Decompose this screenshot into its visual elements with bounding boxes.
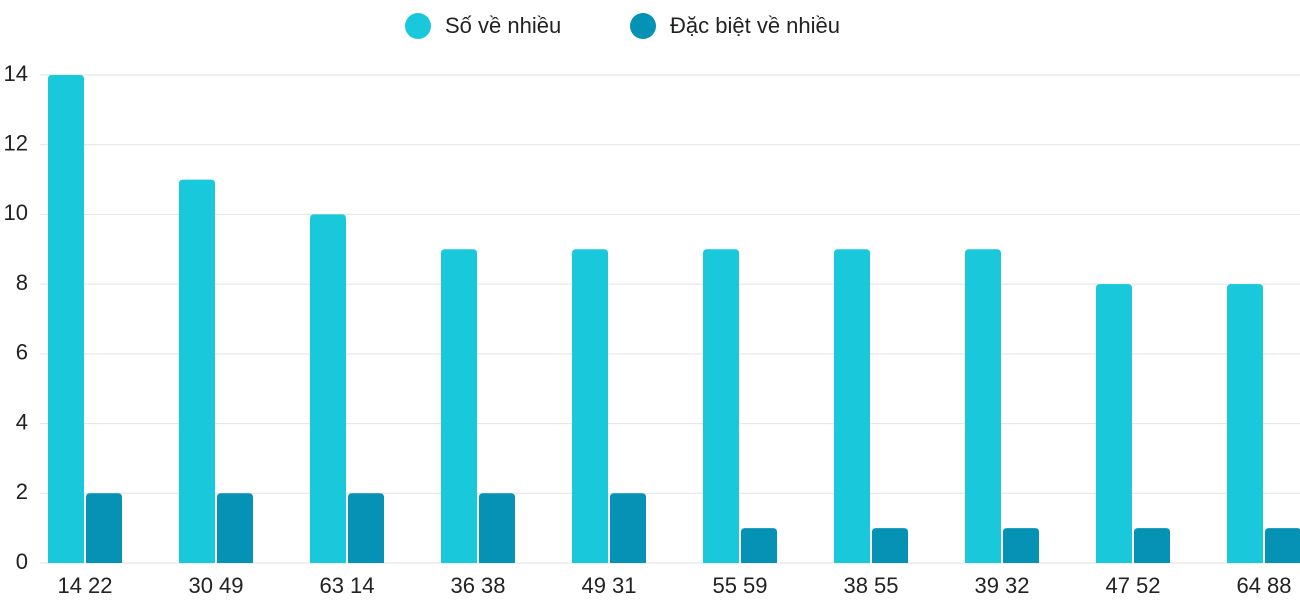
bar xyxy=(741,528,777,563)
y-tick-label: 4 xyxy=(16,409,28,434)
bar xyxy=(348,493,384,563)
y-tick-label: 2 xyxy=(16,479,28,504)
y-tick-label: 12 xyxy=(4,131,28,156)
bar xyxy=(965,249,1001,564)
bar xyxy=(1265,528,1300,563)
bar xyxy=(1096,284,1132,563)
bar xyxy=(48,75,84,563)
bar xyxy=(872,528,908,563)
bar xyxy=(179,179,215,564)
bar xyxy=(610,493,646,563)
x-tick-label: 64 88 xyxy=(1236,573,1291,598)
bar xyxy=(834,249,870,564)
x-tick-label: 49 31 xyxy=(581,573,636,598)
bar xyxy=(310,214,346,563)
x-tick-label: 14 22 xyxy=(57,573,112,598)
bar xyxy=(1134,528,1170,563)
bar xyxy=(217,493,253,563)
x-tick-label: 38 55 xyxy=(843,573,898,598)
legend-marker xyxy=(630,13,656,39)
bar xyxy=(479,493,515,563)
legend-label: Số về nhiều xyxy=(445,13,561,38)
y-tick-label: 6 xyxy=(16,340,28,365)
x-tick-label: 47 52 xyxy=(1105,573,1160,598)
x-tick-label: 39 32 xyxy=(974,573,1029,598)
bar xyxy=(572,249,608,564)
y-tick-label: 0 xyxy=(16,549,28,574)
bar xyxy=(1003,528,1039,563)
bar xyxy=(441,249,477,564)
bar xyxy=(1227,284,1263,563)
y-tick-label: 14 xyxy=(4,61,28,86)
bar xyxy=(86,493,122,563)
x-tick-label: 63 14 xyxy=(319,573,374,598)
x-tick-label: 30 49 xyxy=(188,573,243,598)
y-tick-label: 8 xyxy=(16,270,28,295)
x-tick-label: 55 59 xyxy=(712,573,767,598)
x-tick-label: 36 38 xyxy=(450,573,505,598)
y-tick-label: 10 xyxy=(4,200,28,225)
legend-label: Đặc biệt về nhiều xyxy=(670,13,840,38)
bar xyxy=(703,249,739,564)
legend-marker xyxy=(405,13,431,39)
